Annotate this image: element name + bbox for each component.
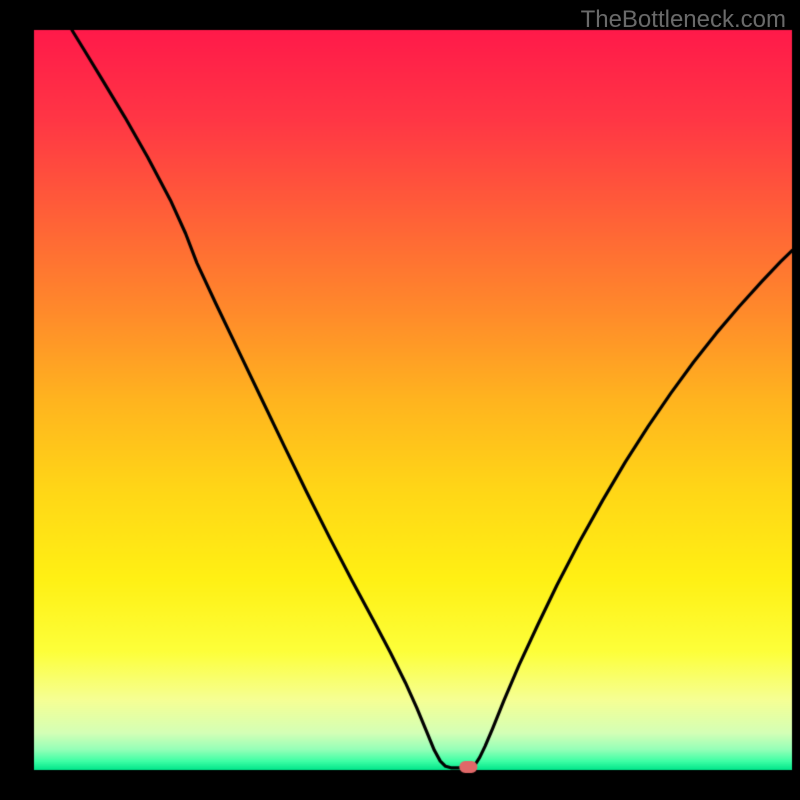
watermark-text: TheBottleneck.com — [581, 6, 786, 34]
stage: TheBottleneck.com — [0, 0, 800, 800]
bottleneck-curve-chart — [0, 0, 800, 800]
